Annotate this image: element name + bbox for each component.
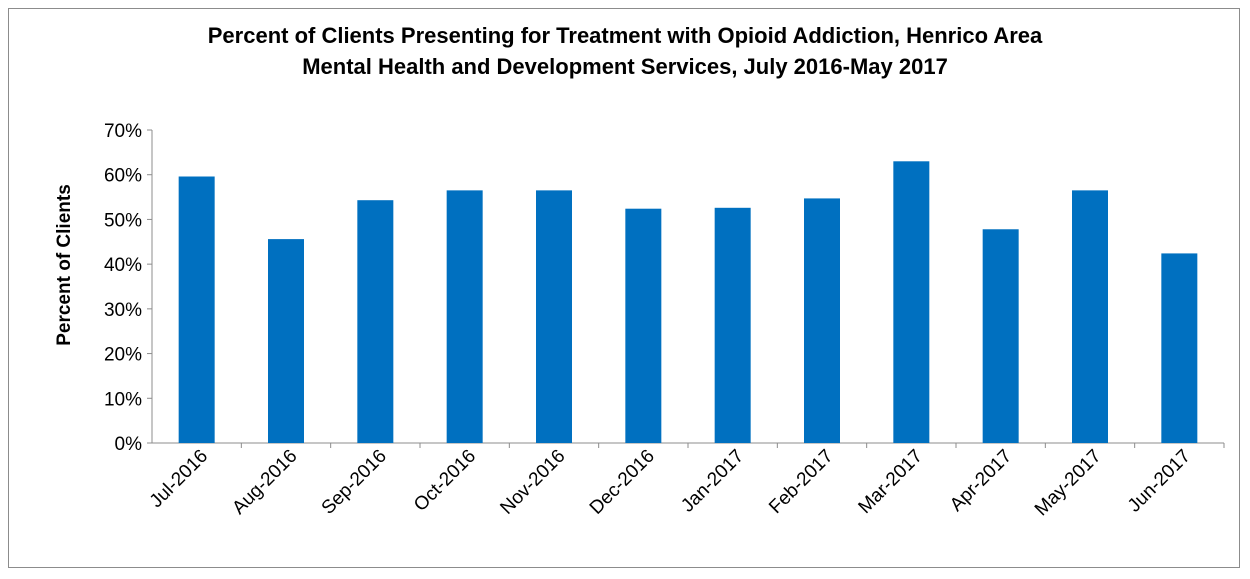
- bar: [714, 207, 751, 443]
- y-tick-label: 20%: [104, 345, 142, 366]
- bar: [982, 229, 1019, 443]
- bar: [1161, 253, 1198, 443]
- chart-title: Percent of Clients Presenting for Treatm…: [0, 20, 1250, 82]
- y-tick-label: 70%: [104, 121, 142, 142]
- chart-title-line-1: Percent of Clients Presenting for Treatm…: [207, 23, 1043, 48]
- x-tick-label: Jan-2017: [677, 446, 748, 517]
- bar: [268, 239, 304, 443]
- y-axis-label: Percent of Clients: [54, 184, 75, 346]
- x-tick-label: Feb-2017: [765, 446, 837, 518]
- x-tick-label: Sep-2016: [318, 446, 391, 519]
- x-tick-label: Nov-2016: [496, 446, 569, 519]
- y-axis-ticks: 0% 10% 20% 30% 40% 50% 60% 70%: [104, 121, 152, 455]
- x-tick-label: Apr-2017: [946, 446, 1016, 516]
- bar: [804, 198, 840, 443]
- x-tick-label: Jun-2017: [1124, 446, 1195, 517]
- y-tick-label: 50%: [104, 210, 142, 231]
- x-tick-label: May-2017: [1031, 446, 1106, 521]
- y-tick-label: 40%: [104, 255, 142, 276]
- bar: [893, 161, 930, 444]
- chart-title-line-2: Mental Health and Development Services, …: [302, 54, 948, 79]
- x-tick-label: Aug-2016: [228, 446, 301, 519]
- bar: [446, 190, 483, 443]
- bar: [1072, 190, 1108, 443]
- bar-series: [178, 161, 1198, 444]
- x-axis-ticks: Jul-2016 Aug-2016 Sep-2016 Oct-2016 Nov-2016…: [146, 443, 1225, 521]
- x-tick-label: Mar-2017: [855, 446, 927, 518]
- y-tick-label: 0%: [115, 434, 143, 455]
- y-tick-label: 30%: [104, 300, 142, 321]
- x-tick-label: Oct-2016: [410, 446, 480, 516]
- bar: [178, 176, 215, 443]
- x-tick-label: Jul-2016: [146, 446, 212, 512]
- bar: [625, 208, 662, 443]
- y-tick-label: 60%: [104, 166, 142, 187]
- bar: [536, 190, 572, 443]
- bar: [357, 200, 394, 443]
- y-tick-label: 10%: [104, 389, 142, 410]
- x-tick-label: Dec-2016: [586, 446, 659, 519]
- chart-axes: [151, 130, 1224, 444]
